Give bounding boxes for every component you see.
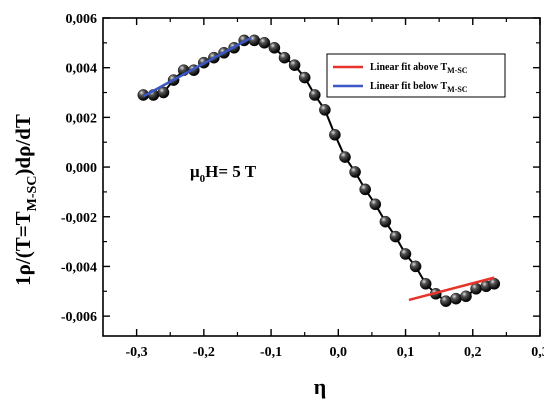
x-tick-label: 0,3	[531, 345, 544, 360]
legend-label-above: Linear fit above TM-SC	[370, 62, 468, 75]
x-tick-label: 0,0	[330, 345, 348, 360]
legend: Linear fit above TM-SC Linear fit below …	[326, 53, 506, 98]
y-axis-label: 1ρ/(T=TM-SC)dρ/dT	[11, 114, 40, 286]
y-tick-label: 0,004	[66, 62, 98, 77]
ticks: -0,3 -0,2 -0,1 0,0 0,1 0,2 0,3 -0,006 -0,004 -0,0…	[61, 12, 544, 360]
data-point	[409, 260, 422, 273]
field-annotation: μ0H= 5 T	[190, 162, 257, 185]
data-point	[419, 277, 432, 290]
data-point	[258, 37, 271, 49]
plot-frame	[102, 17, 541, 337]
data-point	[339, 151, 351, 163]
data-point	[248, 34, 261, 47]
axes	[102, 17, 541, 337]
data-point	[440, 295, 452, 308]
data-point	[450, 292, 462, 305]
data-point	[157, 86, 170, 99]
data-point	[379, 215, 392, 228]
y-tick-label: -0,002	[61, 211, 97, 226]
y-tick-label: -0,006	[61, 310, 97, 325]
x-tick-label: -0,3	[126, 345, 148, 360]
fit-line-above	[408, 276, 495, 302]
y-tick-label: -0,004	[61, 260, 97, 275]
fit-line-below	[142, 36, 252, 98]
data-point	[278, 51, 291, 64]
x-tick-label: -0,1	[260, 345, 282, 360]
legend-box	[326, 53, 506, 98]
data-point	[298, 71, 311, 84]
data-point	[288, 59, 301, 71]
data-point	[460, 290, 472, 303]
y-tick-label: 0,000	[66, 161, 98, 176]
data-point	[389, 230, 402, 243]
data-point	[369, 198, 382, 211]
data-point	[329, 128, 341, 141]
x-tick-label: -0,2	[193, 345, 215, 360]
y-tick-label: 0,006	[66, 12, 98, 27]
data-point	[308, 89, 321, 101]
x-tick-label: 0,1	[397, 345, 415, 360]
data-points	[137, 34, 501, 308]
data-point	[268, 42, 281, 54]
y-tick-label: 0,002	[66, 111, 98, 126]
data-point	[399, 248, 412, 260]
data-point	[319, 104, 331, 116]
legend-label-below: Linear fit below TM-SC	[370, 81, 468, 94]
data-point	[349, 166, 361, 178]
data-point	[470, 282, 482, 295]
x-tick-label: 0,2	[464, 345, 482, 360]
data-point	[359, 183, 372, 196]
x-axis-label: η	[314, 374, 327, 399]
